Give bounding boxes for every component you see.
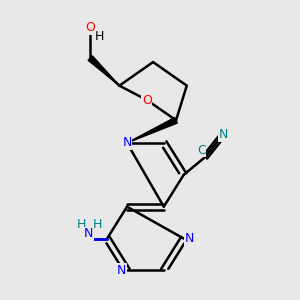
Text: H: H: [76, 218, 86, 231]
Text: C: C: [197, 144, 206, 157]
Text: N: N: [117, 264, 126, 277]
Text: N: N: [122, 136, 132, 149]
Text: N: N: [84, 227, 93, 241]
Text: O: O: [142, 94, 152, 106]
Text: N: N: [184, 232, 194, 245]
Text: O: O: [85, 21, 95, 34]
Text: H: H: [92, 218, 102, 231]
Polygon shape: [88, 56, 119, 86]
Text: N: N: [219, 128, 228, 141]
Text: H: H: [95, 29, 104, 43]
Polygon shape: [127, 118, 177, 143]
